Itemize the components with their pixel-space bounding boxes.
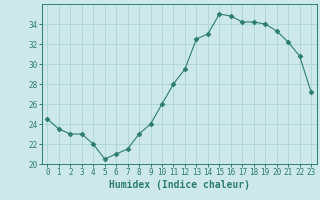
X-axis label: Humidex (Indice chaleur): Humidex (Indice chaleur) [109,180,250,190]
